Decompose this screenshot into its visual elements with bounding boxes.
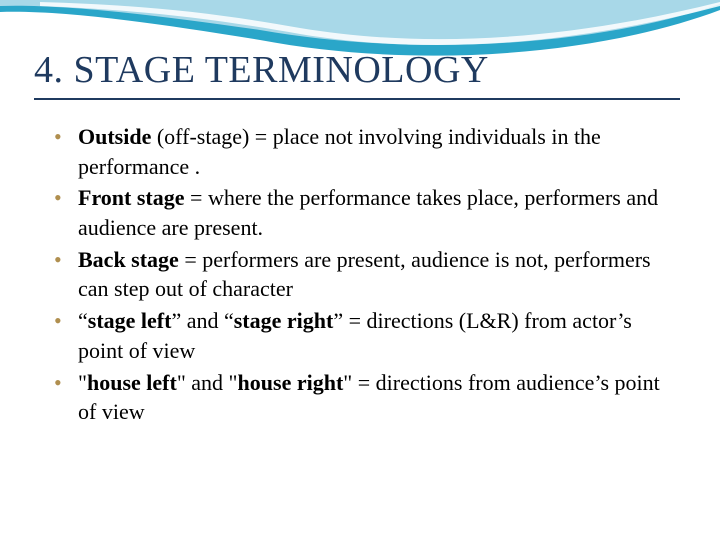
term-bold: Front stage xyxy=(78,185,185,210)
term-text: (off-stage) = place not involving indivi… xyxy=(78,124,601,179)
list-item: Outside (off-stage) = place not involvin… xyxy=(54,122,680,181)
title-underline xyxy=(34,98,680,100)
list-item: Front stage = where the performance take… xyxy=(54,183,680,242)
list-item: Back stage = performers are present, aud… xyxy=(54,245,680,304)
term-bold: house left xyxy=(87,370,177,395)
term-bold: stage left xyxy=(88,308,172,333)
term-pre: " xyxy=(78,370,87,395)
term-bold: stage right xyxy=(234,308,334,333)
term-mid: " and " xyxy=(177,370,238,395)
slide-title: 4. STAGE TERMINOLOGY xyxy=(30,48,680,92)
list-item: "house left" and "house right" = directi… xyxy=(54,368,680,427)
term-bold: house right xyxy=(238,370,344,395)
term-pre: “ xyxy=(78,308,88,333)
list-item: “stage left” and “stage right” = directi… xyxy=(54,306,680,365)
term-bold: Back stage xyxy=(78,247,179,272)
term-bold: Outside xyxy=(78,124,151,149)
bullet-list: Outside (off-stage) = place not involvin… xyxy=(30,122,680,427)
term-mid: ” and “ xyxy=(171,308,233,333)
slide-container: 4. STAGE TERMINOLOGY Outside (off-stage)… xyxy=(0,0,720,449)
